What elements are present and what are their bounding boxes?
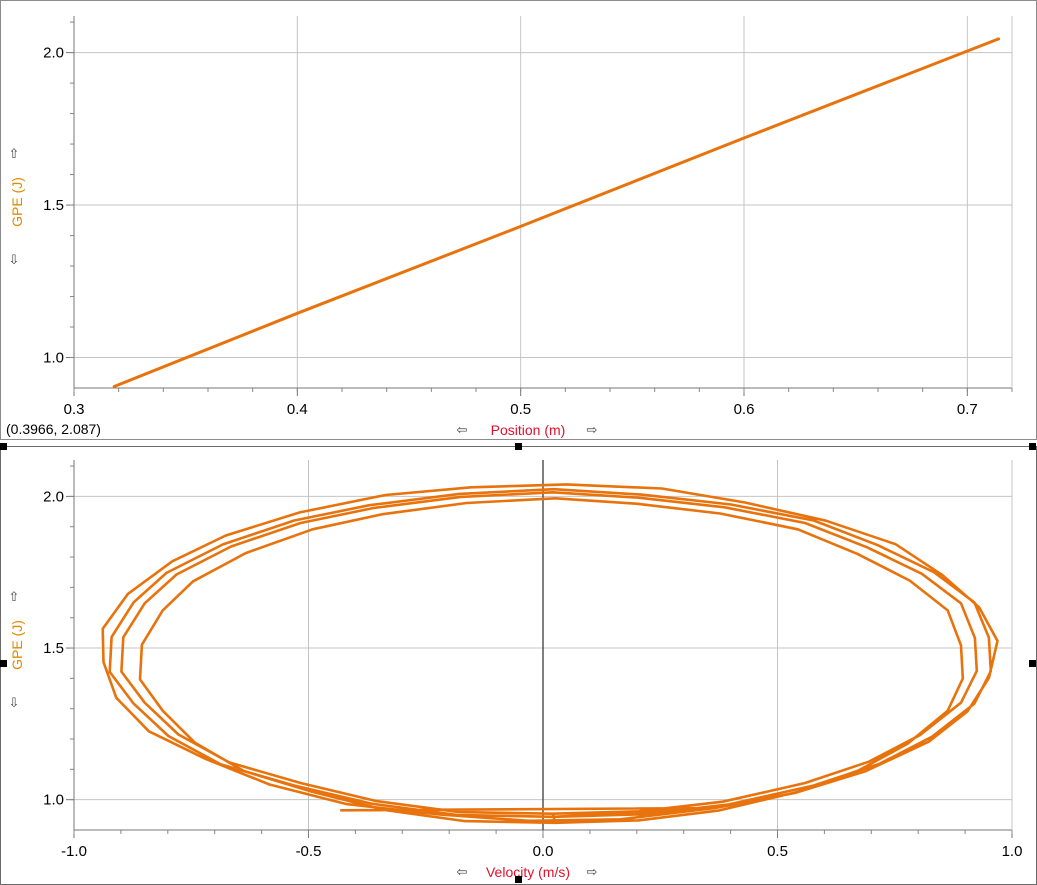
bottom-x-tick-label: -0.5 (296, 843, 322, 860)
selection-handle-top[interactable] (515, 443, 522, 450)
top-chart: 0.3 0.4 0.5 0.6 0.7 1.0 1.5 2.0 GPE (J) ⇧ ⇩ Positio… (9, 16, 1013, 438)
bottom-x-axis-title: Velocity (m/s) (486, 864, 570, 880)
cursor-coordinate-readout: (0.3966, 2.087) (6, 421, 101, 437)
bottom-x-scroll-left-icon: ⇦ (457, 865, 468, 880)
top-x-scroll-left-icon: ⇦ (457, 423, 468, 438)
top-x-tick-label: 0.5 (510, 401, 531, 418)
bottom-y-tick-label: 1.5 (43, 640, 64, 657)
bottom-x-tick-label: 0.5 (767, 843, 788, 860)
selection-handle-left[interactable] (0, 660, 7, 667)
top-y-tick-label: 2.0 (43, 45, 64, 62)
top-x-tick-label: 0.4 (287, 401, 308, 418)
top-y-tick-label: 1.5 (43, 197, 64, 214)
position-gpe-graph-pane[interactable] (0, 0, 1037, 440)
bottom-y-tick-label: 1.0 (43, 792, 64, 809)
bottom-x-scroll-right-icon: ⇨ (587, 865, 598, 880)
top-y-scroll-down-icon: ⇩ (9, 253, 20, 268)
bottom-y-scroll-up-icon: ⇧ (9, 590, 20, 605)
bottom-y-axis-title: GPE (J) (9, 620, 25, 670)
bottom-x-tick-label: 1.0 (1002, 843, 1023, 860)
bottom-y-scroll-down-icon: ⇩ (9, 696, 20, 711)
top-y-tick-label: 1.0 (43, 350, 64, 367)
top-x-scroll-right-icon: ⇨ (587, 423, 598, 438)
bottom-x-tick-label: 0.0 (533, 843, 554, 860)
selection-handle-bottom[interactable] (515, 876, 522, 883)
selection-handle-top-right[interactable] (1029, 443, 1036, 450)
top-y-scroll-up-icon: ⇧ (9, 147, 20, 162)
top-y-axis-title: GPE (J) (9, 177, 25, 227)
selection-handle-right[interactable] (1029, 660, 1036, 667)
selection-handle-top-left[interactable] (0, 443, 7, 450)
bottom-series-line (101, 483, 999, 825)
bottom-chart: -1.0 -0.5 0.0 0.5 1.0 1.0 1.5 2.0 GPE (J) ⇧ ⇩ Veloc… (9, 460, 1023, 880)
top-series-line (112, 37, 1001, 388)
bottom-x-tick-label: -1.0 (61, 843, 87, 860)
top-x-tick-label: 0.6 (734, 401, 755, 418)
bottom-y-tick-label: 2.0 (43, 488, 64, 505)
top-x-tick-label: 0.3 (64, 401, 85, 418)
top-x-tick-label: 0.7 (957, 401, 978, 418)
top-x-axis-title: Position (m) (491, 422, 566, 438)
